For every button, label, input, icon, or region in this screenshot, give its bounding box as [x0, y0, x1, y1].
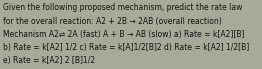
Text: e) Rate = k[A2] 2 [B]1/2: e) Rate = k[A2] 2 [B]1/2	[3, 56, 95, 65]
Text: Mechanism A2⇌ 2A (fast) A + B → AB (slow) a) Rate = k[A2][B]: Mechanism A2⇌ 2A (fast) A + B → AB (slow…	[3, 30, 244, 39]
Text: Given the following proposed mechanism, predict the rate law: Given the following proposed mechanism, …	[3, 3, 242, 12]
Text: for the overall reaction: A2 + 2B → 2AB (overall reaction): for the overall reaction: A2 + 2B → 2AB …	[3, 17, 221, 26]
Text: b) Rate = k[A2] 1/2 c) Rate = k[A]1/2[B]2 d) Rate = k[A2] 1/2[B]: b) Rate = k[A2] 1/2 c) Rate = k[A]1/2[B]…	[3, 43, 249, 52]
